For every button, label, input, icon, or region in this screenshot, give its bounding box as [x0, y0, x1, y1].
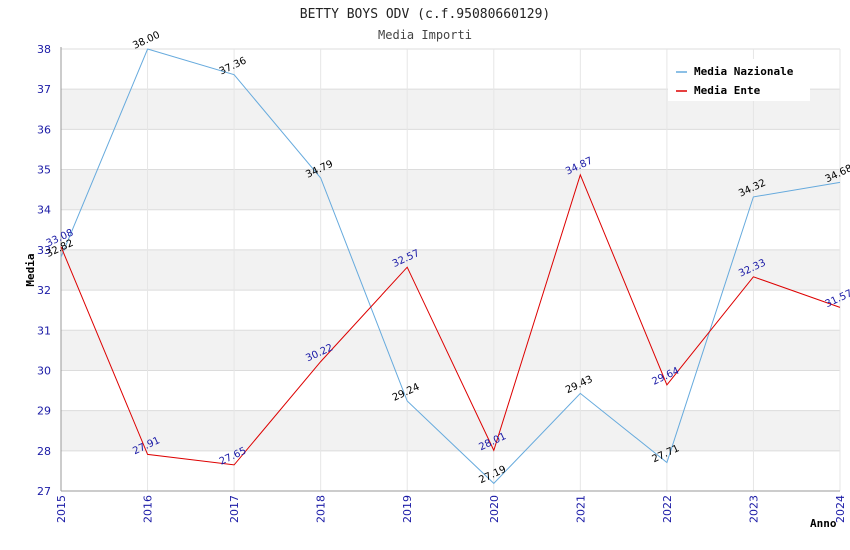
grid-band: [61, 410, 840, 451]
series-line-media-ente: [60, 173, 841, 466]
x-tick-label: 2015: [55, 495, 68, 523]
y-tick-label: 35: [37, 164, 51, 177]
x-tick-label: 2022: [661, 495, 674, 523]
data-label: 38.00: [131, 30, 162, 52]
y-axis-label: Media: [24, 253, 37, 286]
grid-bands: [61, 89, 840, 451]
data-label: 29.43: [564, 374, 595, 396]
chart-title: BETTY BOYS ODV (c.f.95080660129): [300, 7, 550, 22]
grid-band: [61, 249, 840, 291]
y-tick-label: 29: [37, 405, 51, 418]
x-tick-label: 2016: [142, 495, 155, 523]
x-tick-label: 2020: [488, 495, 501, 523]
x-tick-labels: 2015 2016 2017 2018 2019 2020 2021 2022 2023 2024: [55, 495, 847, 523]
y-tick-label: 32: [37, 284, 51, 297]
x-axis-label: Anno: [810, 517, 837, 530]
y-tick-label: 34: [37, 204, 51, 217]
series-lines: [60, 48, 841, 485]
series-line-media-nazionale: [60, 48, 841, 485]
y-tick-label: 38: [37, 43, 51, 56]
legend-entry-media-nazionale: Media Nazionale: [694, 65, 794, 78]
data-label: 31.57: [824, 288, 850, 310]
legend-entry-media-ente: Media Ente: [694, 84, 761, 97]
legend-box: [668, 59, 810, 101]
y-tick-label: 30: [37, 364, 51, 377]
grid-band: [61, 330, 840, 371]
x-tick-label: 2024: [834, 495, 847, 523]
y-tick-label: 31: [37, 324, 51, 337]
x-tick-label: 2019: [401, 495, 414, 523]
y-tick-label: 37: [37, 83, 51, 96]
legend: Media Nazionale Media Ente: [668, 59, 810, 101]
x-tick-label: 2023: [747, 495, 760, 523]
y-tick-label: 33: [37, 244, 51, 257]
x-tick-label: 2021: [574, 495, 587, 523]
y-tick-labels: 27 28 29 30 31 32 33 34 35 36 37 38: [37, 43, 51, 498]
x-tick-label: 2017: [228, 495, 241, 523]
data-label: 29.24: [391, 382, 422, 404]
y-tick-label: 27: [37, 485, 51, 498]
chart-subtitle: Media Importi: [378, 28, 472, 42]
grid-band: [61, 169, 840, 210]
y-tick-label: 36: [37, 123, 51, 136]
x-tick-label: 2018: [315, 495, 328, 523]
y-tick-label: 28: [37, 445, 51, 458]
